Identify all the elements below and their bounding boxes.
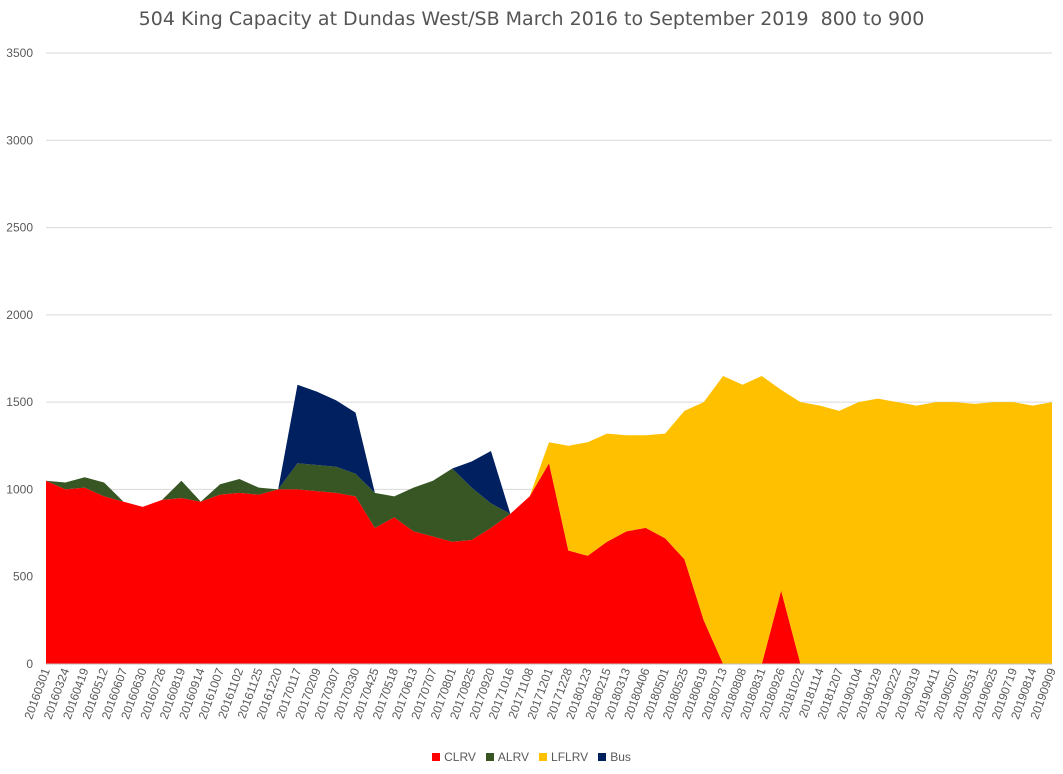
series-area-clrv xyxy=(46,463,1052,664)
y-tick-label: 3500 xyxy=(6,46,33,60)
legend-label: CLRV xyxy=(444,750,476,764)
legend-item-clrv: CLRV xyxy=(432,750,476,764)
y-tick-label: 2500 xyxy=(6,221,33,235)
y-tick-label: 500 xyxy=(13,570,33,584)
y-tick-label: 1000 xyxy=(6,482,33,496)
y-tick-label: 2000 xyxy=(6,308,33,322)
legend-label: LFLRV xyxy=(551,750,589,764)
legend-item-alrv: ALRV xyxy=(485,750,530,764)
legend-swatch xyxy=(485,753,494,761)
legend-label: Bus xyxy=(610,750,631,764)
series-area-bus xyxy=(46,375,1052,514)
legend-item-bus: Bus xyxy=(598,750,631,764)
y-tick-label: 3000 xyxy=(6,133,33,147)
legend-swatch xyxy=(432,753,441,761)
legend: CLRV ALRV LFLRV Bus xyxy=(0,750,1063,764)
legend-item-lflrv: LFLRV xyxy=(539,750,588,764)
legend-swatch xyxy=(598,753,607,761)
y-tick-label: 0 xyxy=(26,657,33,671)
series-area-lflrv xyxy=(46,375,1052,664)
chart-title: 504 King Capacity at Dundas West/SB Marc… xyxy=(138,8,925,30)
legend-label: ALRV xyxy=(497,750,530,764)
series-areas xyxy=(46,375,1052,664)
legend-swatch xyxy=(539,753,548,761)
y-tick-label: 1500 xyxy=(6,395,33,409)
